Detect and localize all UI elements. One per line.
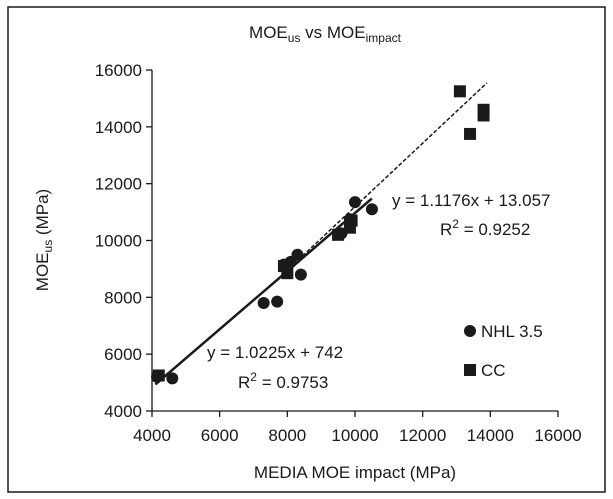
x-tick-label: 10000 <box>331 426 378 445</box>
chart-title: MOEus vs MOEimpact <box>249 23 402 45</box>
y-tick-label: 6000 <box>104 345 142 364</box>
r2-cc-label: R <box>440 220 452 239</box>
x-tick-label: 16000 <box>534 426 581 445</box>
data-point-cc <box>464 127 477 140</box>
x-axis-label: MEDIA MOE impact (MPa) <box>254 463 456 482</box>
chart-title-end-sub: impact <box>366 31 402 45</box>
legend-marker-nhl <box>464 325 476 337</box>
y-tick-label: 10000 <box>95 232 142 251</box>
legend-label-cc: CC <box>481 361 506 380</box>
y-tick-label: 16000 <box>95 61 142 80</box>
data-point-nhl <box>166 372 179 385</box>
y-tick-label: 12000 <box>95 175 142 194</box>
data-point-nhl <box>365 203 378 216</box>
y-axis-label: MOEus (MPa) <box>33 189 55 291</box>
r2-cc: R2 = 0.9252 <box>440 217 530 239</box>
data-point-nhl <box>291 248 304 261</box>
y-axis-label-sub: us <box>41 240 55 253</box>
axes: 4000 6000 8000 10000 12000 14000 16000 4000 6000… <box>95 61 582 445</box>
r2-cc-sup: 2 <box>452 217 459 231</box>
r2-nhl-sup: 2 <box>250 370 257 384</box>
x-tick-label: 12000 <box>399 426 446 445</box>
y-tick-label: 14000 <box>95 118 142 137</box>
data-point-cc <box>152 369 165 382</box>
data-point-nhl <box>294 268 307 281</box>
r2-nhl: R2 = 0.9753 <box>238 370 328 392</box>
x-tick-label: 4000 <box>133 426 171 445</box>
legend-marker-cc <box>464 364 476 376</box>
x-tick-label: 8000 <box>268 426 306 445</box>
y-tick-label: 4000 <box>104 402 142 421</box>
legend-label-nhl: NHL 3.5 <box>481 322 543 341</box>
chart-title-main-sub: us <box>288 31 301 45</box>
legend: NHL 3.5 CC <box>464 322 543 380</box>
chart-title-main: MOE <box>249 23 288 42</box>
y-axis-label-end: (MPa) <box>33 189 52 240</box>
data-point-cc <box>453 85 466 98</box>
data-point-cc <box>345 214 358 227</box>
equation-nhl: y = 1.0225x + 742 <box>207 343 343 362</box>
data-point-nhl <box>349 196 361 209</box>
y-tick-label: 8000 <box>104 288 142 307</box>
data-point-cc <box>477 103 490 116</box>
data-point-nhl <box>271 295 284 308</box>
data-points <box>151 85 490 385</box>
r2-nhl-label: R <box>238 373 250 392</box>
data-point-cc <box>332 228 345 241</box>
trendline-cc <box>280 82 488 278</box>
data-point-cc <box>281 267 294 280</box>
r2-cc-value: = 0.9252 <box>459 220 530 239</box>
equation-cc: y = 1.1176x + 13.057 <box>392 191 550 210</box>
r2-nhl-value: = 0.9753 <box>257 373 328 392</box>
y-axis-label-main: MOE <box>33 252 52 291</box>
chart-title-mid: vs MOE <box>300 23 365 42</box>
data-point-nhl <box>257 297 270 310</box>
x-tick-label: 6000 <box>201 426 239 445</box>
x-tick-label: 14000 <box>467 426 514 445</box>
